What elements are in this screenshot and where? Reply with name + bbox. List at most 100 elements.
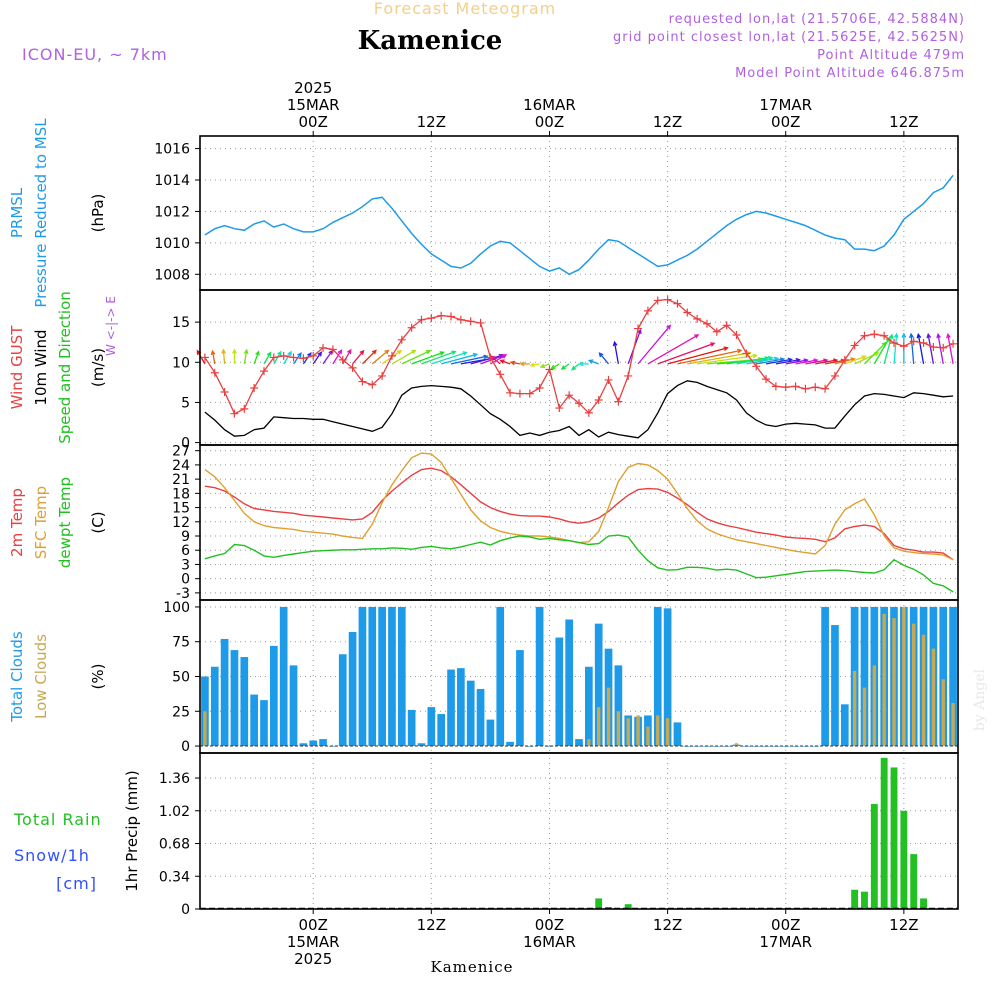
total-cloud-bar: [476, 689, 485, 747]
low-cloud-bar: [921, 634, 926, 747]
temperature-axis-title: (C): [89, 511, 107, 533]
wind-arrow: [441, 353, 478, 365]
rain-bar: [861, 891, 868, 909]
wind-arrow: [893, 333, 898, 364]
total-cloud-bar: [260, 700, 268, 747]
gust-point: [791, 382, 800, 391]
wind-direction-legend: W <-|-> E: [104, 296, 118, 356]
wind-arrow-head: [861, 355, 867, 360]
low-cloud-bar: [203, 711, 207, 747]
total-cloud-bar: [860, 606, 869, 747]
wind-arrow-head: [746, 350, 752, 356]
wind-arrow: [551, 363, 560, 369]
temperature-y-tick-label: 0: [181, 572, 190, 588]
bottom-time-label: 00Z: [771, 916, 800, 934]
rain-bar: [920, 898, 927, 909]
wind-arrow: [312, 352, 322, 365]
total-cloud-bar: [663, 608, 672, 747]
gust-point: [417, 315, 426, 324]
total-cloud-bar: [575, 739, 583, 747]
footer-location: Kamenice: [431, 958, 514, 976]
wind-arrow-head: [612, 340, 618, 347]
wind-arrow: [540, 363, 550, 368]
wind-y-tick-label: 0: [181, 436, 190, 452]
wind-arrow-head: [425, 349, 432, 355]
gust-point: [466, 317, 475, 326]
total-cloud-bar: [289, 665, 298, 747]
top-time-label: 00Z: [299, 113, 328, 131]
gust-point: [230, 409, 239, 418]
gust-point: [565, 391, 574, 400]
wind-arrow: [352, 350, 365, 365]
temperature-axis-title: SFC Temp: [32, 486, 50, 559]
wind-arrow-head: [347, 348, 352, 355]
total-cloud-bar: [417, 743, 426, 747]
gust-point: [299, 354, 308, 363]
top-time-label: 12Z: [653, 113, 682, 131]
rain-bar: [595, 898, 603, 909]
wind-arrow: [561, 363, 570, 370]
gust-point: [387, 351, 396, 360]
gust-point: [358, 377, 367, 386]
gust-point: [860, 331, 869, 340]
wind-arrow-head: [287, 350, 292, 357]
wind-arrow-head: [519, 361, 525, 367]
wind-arrow: [844, 355, 866, 365]
rain-bar: [624, 904, 632, 909]
wind-arrow: [243, 349, 248, 364]
wind-arrow: [613, 342, 620, 364]
pressure-y-tick-label: 1016: [154, 142, 190, 158]
temperature-y-tick-label: 12: [172, 515, 190, 531]
total-cloud-bar: [506, 741, 514, 747]
precip-legend-text: Snow/1h: [14, 846, 90, 865]
total-cloud-bar: [250, 694, 258, 747]
wind-arrow-head: [396, 349, 403, 355]
pressure-axis-title: PRMSL: [8, 187, 26, 238]
model-point-altitude: Model Point Altitude 646.875m: [735, 66, 965, 81]
gust-point: [437, 311, 446, 320]
wind-arrow: [292, 352, 302, 365]
gust-point: [702, 319, 711, 328]
pressure-axis-title: (hPa): [89, 194, 107, 233]
temperature-y-tick-label: 15: [172, 501, 190, 517]
gust-point: [269, 353, 278, 362]
gust-point: [830, 371, 839, 380]
clouds-y-tick-label: 25: [172, 704, 190, 720]
temp-2m-line: [204, 467, 954, 561]
total-cloud-bar: [368, 606, 377, 747]
total-cloud-bar: [466, 680, 475, 747]
gust-point: [693, 314, 702, 323]
wind-arrow: [647, 334, 699, 365]
wind-arrow: [815, 359, 838, 365]
total-cloud-bar: [210, 666, 219, 747]
wind-axis-title: Wind GUST: [8, 325, 26, 410]
wind-arrow: [263, 352, 272, 365]
gust-point: [771, 382, 780, 391]
total-cloud-bar: [545, 746, 554, 747]
wind-arrow-head: [587, 359, 594, 364]
wind-arrow: [667, 347, 728, 365]
gust-point: [210, 368, 219, 377]
rain-bar: [900, 810, 908, 909]
rain-bar: [890, 767, 898, 909]
gust-point: [250, 383, 259, 392]
low-cloud-bar: [892, 618, 896, 747]
wind-arrow: [222, 349, 226, 364]
precipitation-panel-frame: [199, 752, 959, 910]
gust-point: [486, 353, 495, 362]
total-cloud-bar: [555, 637, 564, 747]
wind-arrow-head: [946, 332, 951, 339]
total-cloud-bar: [279, 606, 288, 747]
wind-arrow-head: [723, 346, 729, 351]
wind-arrow-head: [560, 365, 566, 370]
precip-legend-text: [cm]: [56, 874, 97, 893]
low-cloud-bar: [734, 743, 739, 747]
pressure-y-tick-label: 1008: [154, 267, 190, 283]
precipitation-y-tick-label: 0: [181, 902, 190, 918]
total-cloud-bar: [338, 654, 347, 747]
wind-arrow: [775, 359, 800, 365]
gust-point: [407, 323, 416, 332]
gust-point: [614, 397, 623, 406]
gust-point: [289, 353, 298, 362]
gust-point: [309, 351, 318, 360]
